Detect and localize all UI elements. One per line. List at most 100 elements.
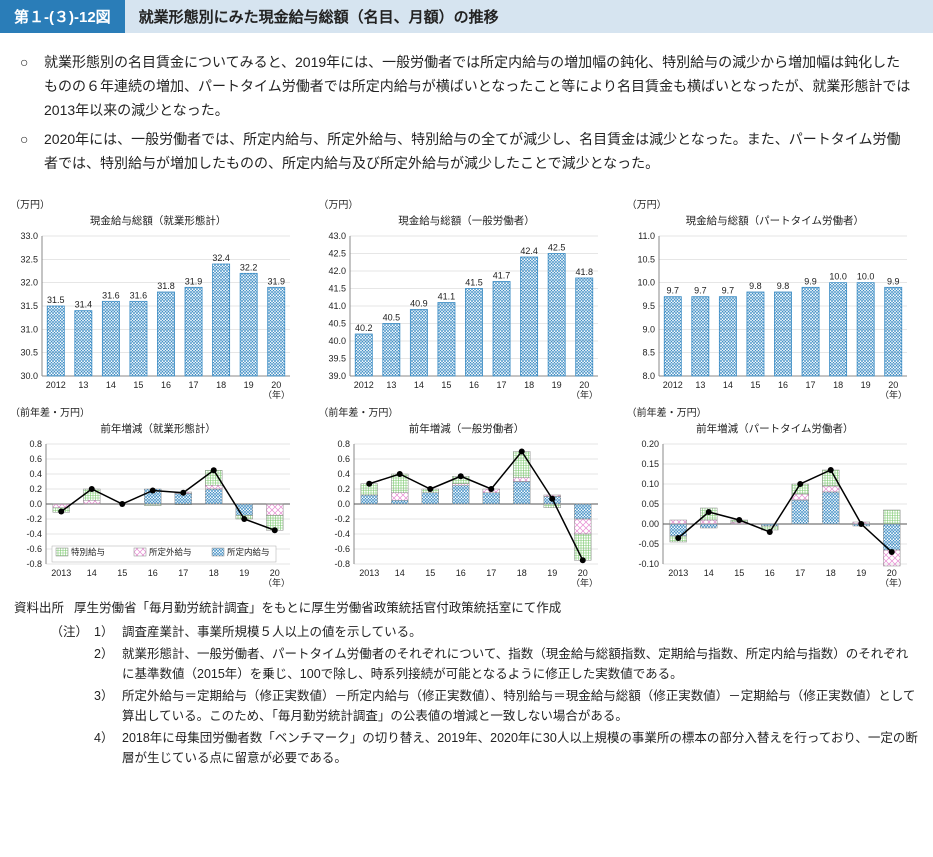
svg-text:15: 15 [442, 380, 452, 390]
figure-header: 第１-(３)-12図 就業形態別にみた現金給与総額（名目、月額）の推移 [0, 0, 933, 33]
svg-text:0.20: 0.20 [641, 439, 659, 449]
y-axis-label: （万円） [8, 196, 308, 211]
bullet-item: ○ 2020年には、一般労働者では、所定内給与、所定外給与、特別給与の全てが減少… [20, 128, 913, 176]
svg-text:41.1: 41.1 [438, 291, 456, 301]
bar-chart-0: 30.030.531.031.532.032.533.031.5201231.4… [8, 230, 298, 400]
svg-text:9.5: 9.5 [642, 301, 655, 311]
svg-text:0.2: 0.2 [29, 484, 42, 494]
y-axis-label: （前年差・万円） [316, 404, 616, 419]
svg-text:41.5: 41.5 [329, 283, 347, 293]
bar-chart-2: 8.08.59.09.510.010.511.09.720129.7139.71… [625, 230, 915, 400]
svg-text:40.0: 40.0 [329, 336, 347, 346]
svg-text:10.5: 10.5 [637, 254, 655, 264]
svg-text:0.4: 0.4 [29, 469, 42, 479]
svg-text:42.4: 42.4 [521, 246, 539, 256]
note-number: 4） [94, 728, 122, 768]
source-text: 厚生労働省「毎月勤労統計調査」をもとに厚生労働省政策統括官付政策統括室にて作成 [74, 598, 561, 618]
svg-text:40.2: 40.2 [355, 323, 373, 333]
svg-text:14: 14 [723, 380, 733, 390]
chart-title: 前年増減（パートタイム労働者） [625, 421, 925, 436]
svg-text:19: 19 [552, 380, 562, 390]
svg-text:8.0: 8.0 [642, 371, 655, 381]
svg-text:31.9: 31.9 [267, 276, 285, 286]
svg-text:（年）: （年） [571, 577, 598, 588]
note-text: 調査産業計、事業所規模５人以上の値を示している。 [122, 622, 919, 642]
stacked-chart-1: -0.8-0.6-0.4-0.20.00.20.40.60.8201314151… [316, 438, 606, 588]
svg-text:19: 19 [856, 568, 866, 578]
svg-text:31.9: 31.9 [185, 276, 203, 286]
bar-chart-1: 39.039.540.040.541.041.542.042.543.040.2… [316, 230, 606, 400]
svg-text:9.7: 9.7 [666, 286, 679, 296]
svg-text:42.5: 42.5 [329, 248, 347, 258]
bullet-mark: ○ [20, 128, 44, 176]
note-text: 2018年に母集団労働者数「ベンチマーク」の切り替え、2019年、2020年に3… [122, 728, 919, 768]
svg-text:0.10: 0.10 [641, 479, 659, 489]
bullet-text: 就業形態別の名目賃金についてみると、2019年には、一般労働者では所定内給与の増… [44, 51, 913, 122]
svg-text:20: 20 [271, 380, 281, 390]
svg-text:14: 14 [395, 568, 405, 578]
svg-text:15: 15 [750, 380, 760, 390]
svg-text:-0.2: -0.2 [335, 514, 351, 524]
svg-text:32.4: 32.4 [212, 253, 230, 263]
svg-text:16: 16 [778, 380, 788, 390]
svg-text:15: 15 [133, 380, 143, 390]
svg-text:31.6: 31.6 [102, 290, 120, 300]
notes-label: （注） [48, 622, 94, 642]
y-axis-label: （万円） [625, 196, 925, 211]
svg-text:16: 16 [148, 568, 158, 578]
svg-text:15: 15 [426, 568, 436, 578]
note-item: 4） 2018年に母集団労働者数「ベンチマーク」の切り替え、2019年、2020… [48, 728, 919, 768]
svg-text:19: 19 [239, 568, 249, 578]
svg-text:0.0: 0.0 [29, 499, 42, 509]
svg-text:39.5: 39.5 [329, 353, 347, 363]
svg-text:0.00: 0.00 [641, 519, 659, 529]
bullet-mark: ○ [20, 51, 44, 122]
chart-title: 現金給与総額（就業形態計） [8, 213, 308, 228]
svg-text:17: 17 [178, 568, 188, 578]
svg-text:-0.6: -0.6 [26, 544, 42, 554]
svg-text:42.0: 42.0 [329, 266, 347, 276]
svg-text:所定外給与: 所定外給与 [149, 547, 192, 557]
svg-text:31.8: 31.8 [157, 281, 175, 291]
svg-text:0.4: 0.4 [338, 469, 351, 479]
svg-text:-0.8: -0.8 [26, 559, 42, 569]
y-axis-label: （前年差・万円） [625, 404, 925, 419]
svg-text:16: 16 [469, 380, 479, 390]
svg-text:（年）: （年） [880, 577, 907, 588]
svg-text:0.6: 0.6 [29, 454, 42, 464]
note-number: 3） [94, 686, 122, 726]
svg-text:-0.10: -0.10 [638, 559, 659, 569]
note-text: 所定外給与＝定期給与（修正実数値）－所定内給与（修正実数値）、特別給与＝現金給与… [122, 686, 919, 726]
svg-text:10.0: 10.0 [637, 278, 655, 288]
svg-text:18: 18 [216, 380, 226, 390]
svg-text:18: 18 [209, 568, 219, 578]
svg-text:31.5: 31.5 [20, 301, 38, 311]
svg-text:20: 20 [888, 380, 898, 390]
svg-text:-0.8: -0.8 [335, 559, 351, 569]
svg-text:0.0: 0.0 [338, 499, 351, 509]
svg-text:33.0: 33.0 [20, 231, 38, 241]
svg-text:2013: 2013 [668, 568, 688, 578]
svg-text:9.7: 9.7 [721, 286, 734, 296]
svg-text:-0.05: -0.05 [638, 539, 659, 549]
stacked-chart-2: -0.10-0.050.000.050.100.150.202013141516… [625, 438, 915, 588]
svg-text:19: 19 [244, 380, 254, 390]
svg-text:40.9: 40.9 [410, 298, 428, 308]
svg-text:17: 17 [805, 380, 815, 390]
svg-text:32.2: 32.2 [240, 262, 258, 272]
svg-text:18: 18 [833, 380, 843, 390]
svg-text:40.5: 40.5 [383, 312, 401, 322]
y-axis-label: （万円） [316, 196, 616, 211]
chart-title: 前年増減（一般労働者） [316, 421, 616, 436]
svg-text:2012: 2012 [354, 380, 374, 390]
source-label: 資料出所 [14, 598, 74, 618]
svg-text:10.0: 10.0 [829, 272, 847, 282]
note-number: 1） [94, 622, 122, 642]
svg-text:8.5: 8.5 [642, 348, 655, 358]
stacked-chart-0: -0.8-0.6-0.4-0.20.00.20.40.60.8201314151… [8, 438, 298, 588]
svg-text:（年）: （年） [571, 389, 598, 400]
svg-text:31.0: 31.0 [20, 324, 38, 334]
chart-title: 現金給与総額（一般労働者） [316, 213, 616, 228]
chart-title: 前年増減（就業形態計） [8, 421, 308, 436]
notes-label [48, 728, 94, 768]
